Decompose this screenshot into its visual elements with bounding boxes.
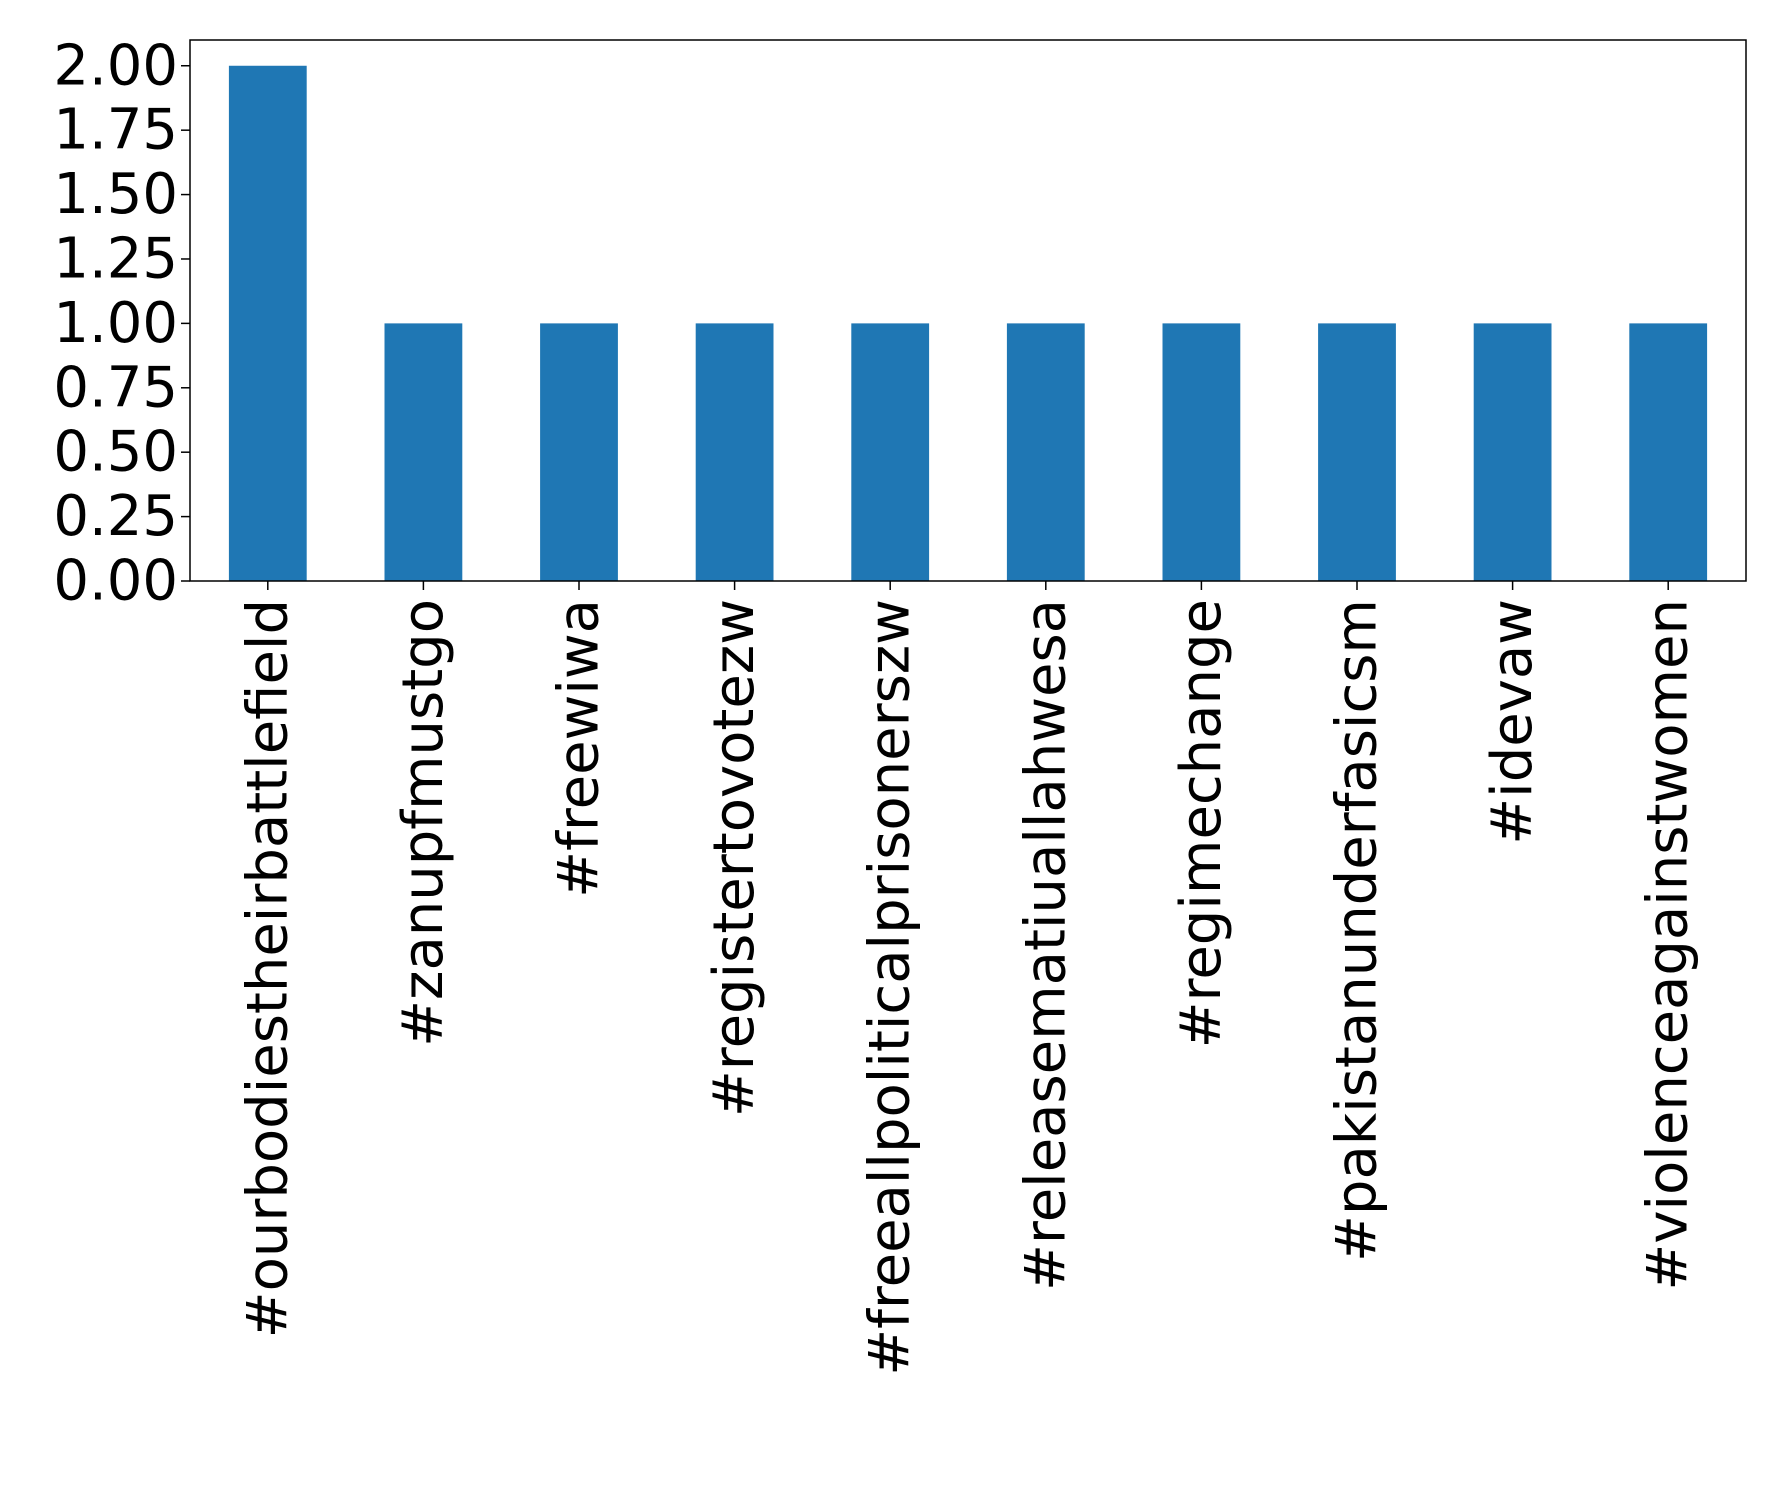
bar-3 <box>695 323 774 581</box>
bar-2 <box>540 323 618 581</box>
bar-0 <box>228 65 307 581</box>
y-axis: 0.000.250.500.751.001.251.501.752.00 <box>53 33 190 614</box>
x-tick-label-2: #freewiwa <box>547 599 612 898</box>
y-tick-label-4: 1.00 <box>53 291 178 356</box>
y-tick-label-8: 2.00 <box>53 33 178 98</box>
x-tick-label-3: #registertovotezw <box>702 599 767 1117</box>
x-axis: #ourbodiestheirbattlefield #zanupfmustgo #… <box>235 581 1701 1376</box>
plot-frame <box>189 39 1747 582</box>
y-tick-label-1: 0.25 <box>53 484 178 549</box>
bar-5 <box>1006 323 1085 581</box>
x-tick-label-0: #ourbodiestheirbattlefield <box>235 599 300 1338</box>
bar-7 <box>1318 323 1396 581</box>
bar-4 <box>851 323 930 581</box>
y-tick-label-5: 1.25 <box>53 226 178 291</box>
bar-8 <box>1473 323 1552 581</box>
y-tick-label-6: 1.50 <box>53 162 178 227</box>
x-tick-label-7: #pakistanunderfasicsm <box>1325 599 1390 1262</box>
x-tick-label-6: #regimechange <box>1169 599 1234 1048</box>
bar-1 <box>384 323 463 581</box>
y-tick-label-7: 1.75 <box>53 98 178 163</box>
bar-6 <box>1162 323 1241 581</box>
bar-9 <box>1629 323 1708 581</box>
x-tick-label-4: #freeallpoliticalprisonerszw <box>858 599 923 1376</box>
x-tick-label-9: #violenceagainstwomen <box>1636 599 1701 1291</box>
y-tick-label-3: 0.75 <box>53 355 178 420</box>
bars-layer <box>228 65 1708 581</box>
x-tick-label-1: #zanupfmustgo <box>391 599 456 1047</box>
x-tick-label-5: #releasematiuallahwesa <box>1013 599 1078 1291</box>
x-tick-label-8: #idevaw <box>1480 599 1545 845</box>
y-tick-label-2: 0.50 <box>53 420 178 485</box>
y-tick-label-0: 0.00 <box>53 549 178 614</box>
